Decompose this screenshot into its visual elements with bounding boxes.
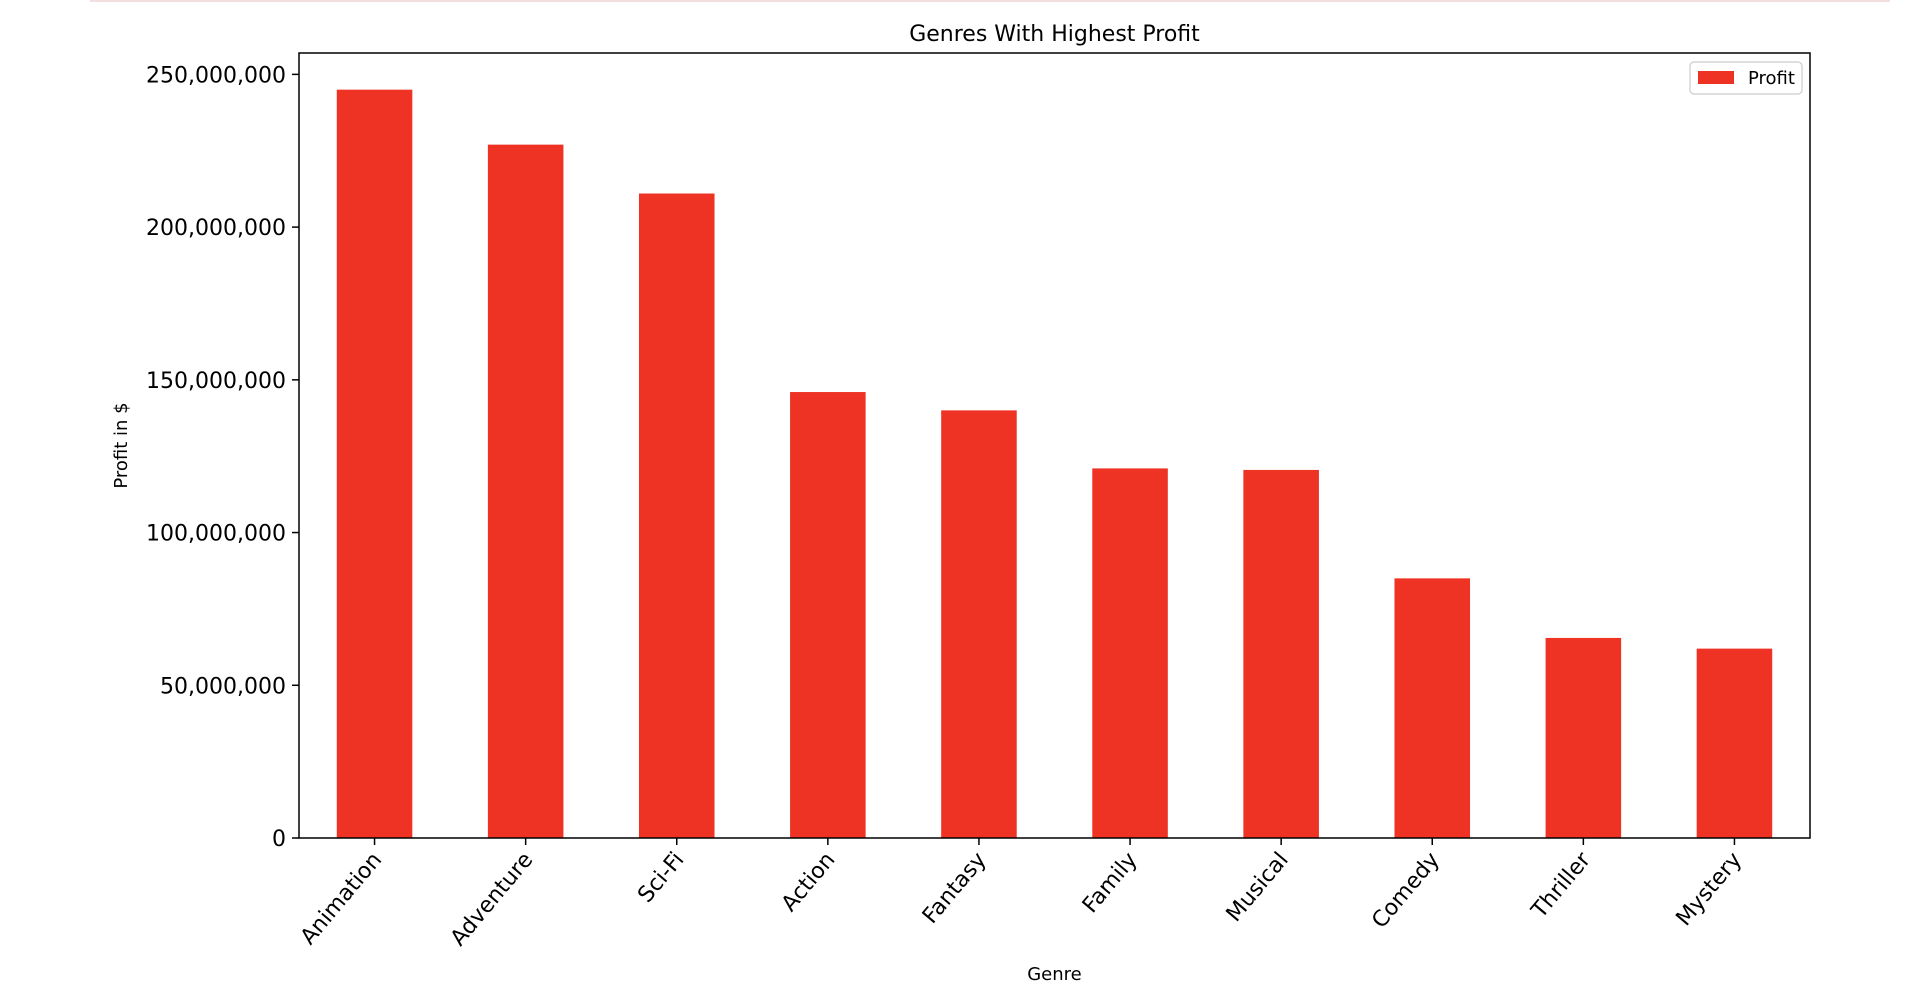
bar-animation [336,89,413,839]
x-tick-label-mystery: Mystery [1672,848,1748,931]
bar-family [1092,468,1168,838]
x-tick-label-fantasy: Fantasy [918,848,992,929]
bar-musical [1243,469,1319,838]
legend-label-profit: Profit [1748,68,1795,89]
y-tick-label: 100,000,000 [146,522,286,547]
y-axis-label: Profit in $ [111,402,132,488]
x-axis-ticks: Animation Adventure Sci-Fi Action Fantasy Fam… [296,838,1747,951]
x-tick-label-adventure: Adventure [446,848,538,951]
bar-comedy [1394,578,1471,838]
y-tick-label: 50,000,000 [160,674,286,699]
bar-adventure [487,144,564,838]
y-tick-label: 150,000,000 [146,369,286,394]
bar-thriller [1545,637,1622,838]
x-tick-label-action: Action [777,848,840,917]
legend: Profit [1689,61,1803,95]
x-tick-label-animation: Animation [296,848,387,950]
x-tick-label-comedy: Comedy [1367,848,1445,934]
bar-action [790,392,866,838]
bar-fantasy [941,410,1017,838]
bar-sci-fi [638,193,715,838]
bar-mystery [1696,648,1773,838]
y-tick-label: 0 [272,827,286,852]
x-tick-label-thriller: Thriller [1526,847,1596,924]
chart-title: Genres With Highest Profit [909,22,1200,47]
x-axis-label: Genre [1027,964,1082,985]
y-axis-ticks: 0 50,000,000 100,000,000 150,000,000 200,000… [146,63,299,852]
notebook-cell-border [90,0,1890,2]
x-tick-label-sci-fi: Sci-Fi [633,848,689,908]
legend-box [1689,61,1803,95]
legend-swatch-profit [1698,71,1734,84]
bars-group [336,89,1773,839]
y-tick-label: 250,000,000 [146,63,286,88]
x-tick-label-musical: Musical [1222,848,1294,927]
y-tick-label: 200,000,000 [146,216,286,241]
x-tick-label-family: Family [1078,848,1143,918]
plot-area-frame [298,52,1811,839]
